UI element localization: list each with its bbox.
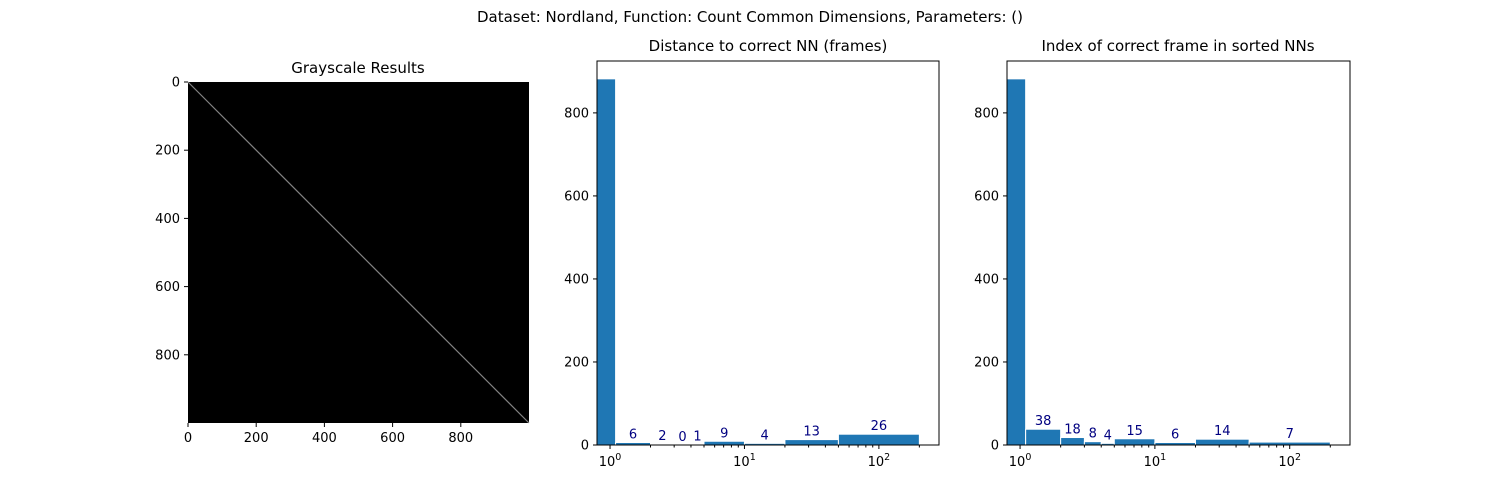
x-tick-label: 800 [448,431,473,446]
index-histogram-title: Index of correct frame in sorted NNs [1041,37,1314,55]
index-bar [1194,438,1250,446]
index-count-label: 15 [1126,424,1143,439]
distance-count-label: 2 [658,429,666,444]
x-tick-label: 102 [1278,452,1301,470]
y-tick-label: 0 [172,76,180,91]
index-count-label: 6 [1171,428,1179,443]
y-tick-label: 800 [155,348,180,363]
y-tick-label: 400 [155,212,180,227]
distance-histogram-frame [596,60,940,446]
x-tick-label: 100 [1009,452,1032,470]
distance-bar [784,439,839,446]
figure-suptitle: Dataset: Nordland, Function: Count Commo… [477,8,1023,26]
x-tick-label: 101 [733,452,756,470]
distance-bar [837,433,920,446]
y-tick-label: 800 [974,106,999,121]
x-tick-label: 0 [184,431,192,446]
x-tick-label: 102 [868,452,891,470]
index-count-label: 14 [1214,424,1231,439]
x-tick-label: 200 [244,431,269,446]
distance-histogram-panel: Distance to correct NN (frames) 6 2 0 1 9 4 13… [564,37,940,470]
index-bar [1025,428,1062,446]
y-tick-label: 600 [155,280,180,295]
distance-count-label: 4 [761,428,769,443]
index-count-label: 4 [1104,428,1112,443]
distance-count-label: 1 [693,430,701,445]
index-bar [1006,78,1027,446]
distance-count-label: 0 [678,430,686,445]
y-tick-label: 600 [974,189,999,204]
diagonal-match-line [187,81,530,424]
grayscale-results-panel: Grayscale Results 0 200 400 600 800 0 200 400 60… [155,59,530,446]
distance-count-label: 26 [871,419,888,434]
y-tick-label: 800 [564,106,589,121]
index-histogram-frame [1006,60,1351,446]
grayscale-results-title: Grayscale Results [291,59,425,77]
index-count-label: 18 [1064,423,1081,438]
distance-histogram-title: Distance to correct NN (frames) [649,37,888,55]
index-histogram-panel: Index of correct frame in sorted NNs 38 1… [974,37,1351,470]
index-count-label: 8 [1089,427,1097,442]
x-tick-label: 600 [380,431,405,446]
index-bar [1113,438,1156,446]
y-tick-label: 600 [564,189,589,204]
y-tick-label: 400 [564,272,589,287]
distance-count-label: 13 [803,425,820,440]
distance-bar [703,440,745,446]
y-tick-label: 200 [564,355,589,370]
distance-count-label: 9 [720,426,728,441]
x-tick-label: 100 [599,452,622,470]
y-tick-label: 400 [974,272,999,287]
y-tick-label: 0 [581,439,589,454]
distance-bar [596,78,617,446]
index-count-label: 38 [1035,414,1052,429]
x-tick-label: 101 [1144,452,1167,470]
distance-count-label: 6 [629,428,637,443]
y-tick-label: 200 [155,144,180,159]
x-tick-label: 400 [312,431,337,446]
index-count-label: 7 [1286,427,1294,442]
index-bar [1060,437,1085,446]
y-tick-label: 0 [991,439,999,454]
y-tick-label: 200 [974,355,999,370]
